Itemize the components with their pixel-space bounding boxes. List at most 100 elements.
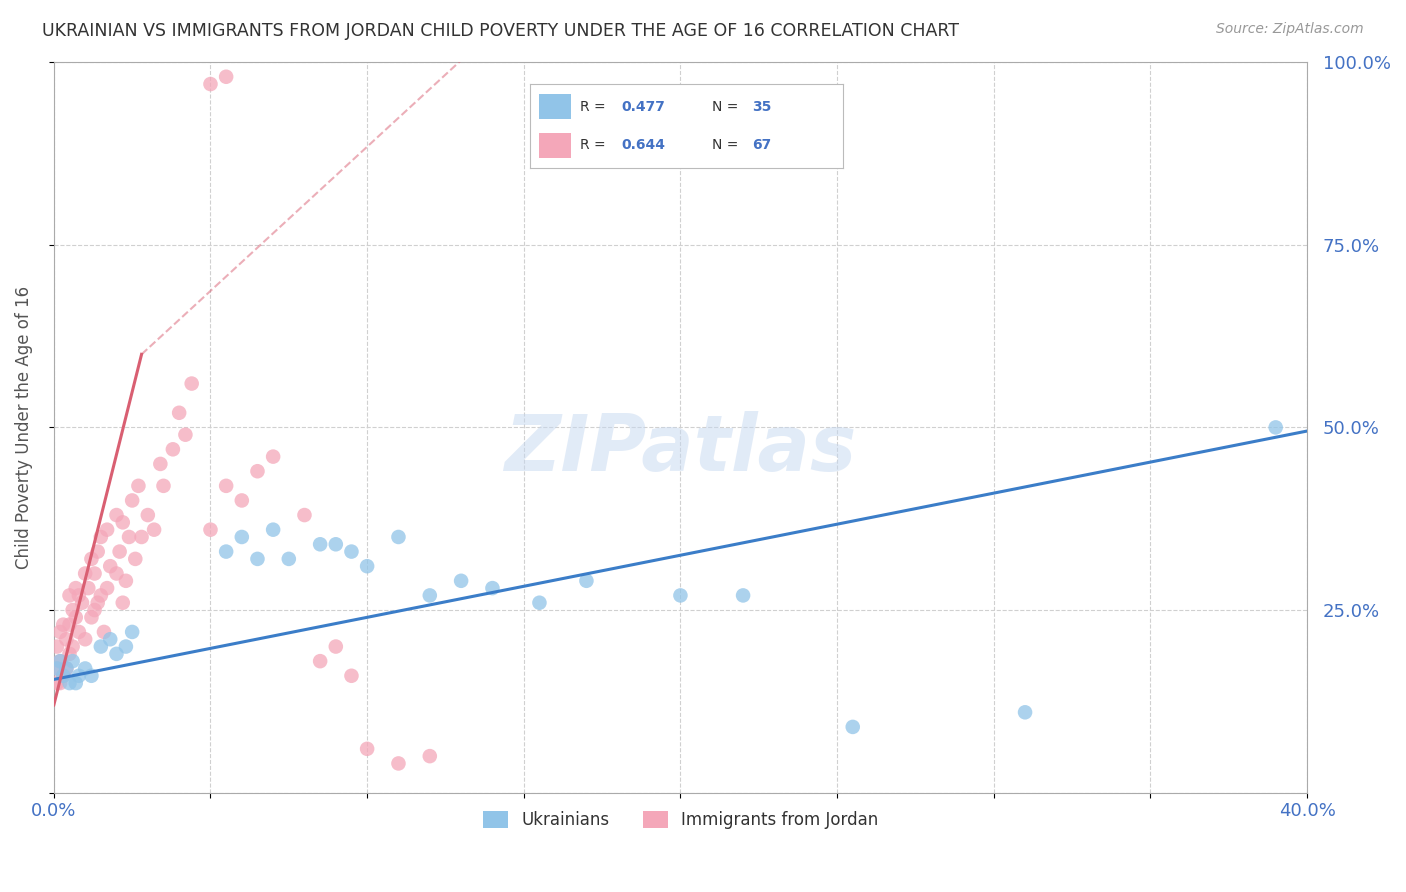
Point	[340, 544, 363, 558]
Point	[419, 589, 441, 603]
Point	[80, 610, 103, 624]
Point	[162, 442, 184, 457]
Point	[356, 741, 378, 756]
Point	[121, 493, 143, 508]
Point	[121, 624, 143, 639]
Point	[356, 559, 378, 574]
Point	[136, 508, 159, 522]
Point	[62, 603, 84, 617]
Point	[83, 566, 105, 581]
Point	[105, 566, 128, 581]
Point	[111, 516, 134, 530]
Point	[481, 581, 503, 595]
Point	[52, 669, 75, 683]
Point	[246, 464, 269, 478]
Point	[387, 756, 409, 771]
Point	[75, 566, 97, 581]
Point	[231, 493, 253, 508]
Point	[669, 589, 692, 603]
Point	[124, 552, 146, 566]
Point	[325, 640, 347, 654]
Point	[127, 479, 149, 493]
Point	[80, 669, 103, 683]
Text: ZIPatlas: ZIPatlas	[505, 411, 856, 487]
Point	[529, 596, 551, 610]
Point	[387, 530, 409, 544]
Point	[49, 654, 72, 668]
Point	[215, 544, 238, 558]
Point	[86, 596, 108, 610]
Point	[143, 523, 166, 537]
Point	[65, 676, 87, 690]
Point	[65, 610, 87, 624]
Point	[67, 624, 90, 639]
Point	[309, 654, 332, 668]
Point	[83, 603, 105, 617]
Point	[842, 720, 865, 734]
Point	[96, 523, 118, 537]
Point	[111, 596, 134, 610]
Point	[70, 596, 93, 610]
Point	[277, 552, 299, 566]
Point	[152, 479, 174, 493]
Point	[55, 661, 77, 675]
Point	[90, 640, 112, 654]
Text: UKRAINIAN VS IMMIGRANTS FROM JORDAN CHILD POVERTY UNDER THE AGE OF 16 CORRELATIO: UKRAINIAN VS IMMIGRANTS FROM JORDAN CHIL…	[42, 22, 959, 40]
Point	[96, 581, 118, 595]
Point	[262, 450, 284, 464]
Point	[62, 640, 84, 654]
Point	[65, 581, 87, 595]
Point	[325, 537, 347, 551]
Point	[174, 427, 197, 442]
Point	[55, 632, 77, 647]
Legend: Ukrainians, Immigrants from Jordan: Ukrainians, Immigrants from Jordan	[477, 804, 884, 836]
Point	[108, 544, 131, 558]
Point	[733, 589, 755, 603]
Point	[67, 669, 90, 683]
Point	[93, 624, 115, 639]
Point	[419, 749, 441, 764]
Point	[105, 647, 128, 661]
Point	[49, 654, 72, 668]
Point	[90, 530, 112, 544]
Point	[294, 508, 316, 522]
Point	[90, 589, 112, 603]
Point	[80, 552, 103, 566]
Point	[105, 508, 128, 522]
Point	[62, 654, 84, 668]
Point	[46, 640, 69, 654]
Point	[167, 406, 190, 420]
Point	[215, 70, 238, 84]
Point	[58, 647, 80, 661]
Point	[118, 530, 141, 544]
Point	[46, 661, 69, 675]
Point	[67, 589, 90, 603]
Point	[98, 559, 121, 574]
Point	[246, 552, 269, 566]
Point	[180, 376, 202, 391]
Point	[77, 581, 100, 595]
Point	[200, 77, 222, 91]
Point	[262, 523, 284, 537]
Point	[215, 479, 238, 493]
Point	[86, 544, 108, 558]
Text: Source: ZipAtlas.com: Source: ZipAtlas.com	[1216, 22, 1364, 37]
Point	[115, 574, 138, 588]
Point	[52, 617, 75, 632]
Point	[309, 537, 332, 551]
Y-axis label: Child Poverty Under the Age of 16: Child Poverty Under the Age of 16	[15, 285, 32, 569]
Point	[75, 632, 97, 647]
Point	[1014, 706, 1036, 720]
Point	[58, 676, 80, 690]
Point	[115, 640, 138, 654]
Point	[98, 632, 121, 647]
Point	[575, 574, 598, 588]
Point	[55, 661, 77, 675]
Point	[131, 530, 153, 544]
Point	[49, 624, 72, 639]
Point	[52, 669, 75, 683]
Point	[75, 661, 97, 675]
Point	[58, 589, 80, 603]
Point	[231, 530, 253, 544]
Point	[46, 661, 69, 675]
